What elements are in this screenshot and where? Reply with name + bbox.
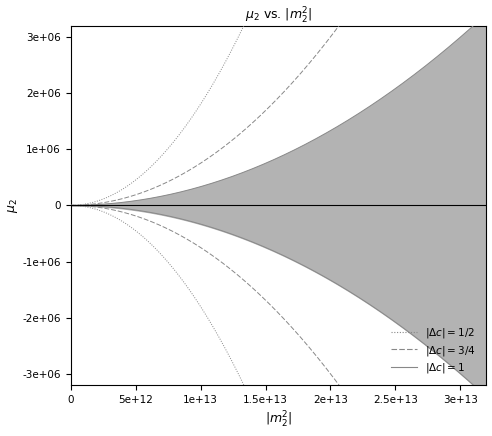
Title: $\mu_2$ vs. $|m_2^2|$: $\mu_2$ vs. $|m_2^2|$ <box>245 6 312 26</box>
Legend: $|\Delta c|{=}1/2$, $|\Delta c|{=}3/4$, $|\Delta c|{=}1$: $|\Delta c|{=}1/2$, $|\Delta c|{=}3/4$, … <box>386 321 481 380</box>
Y-axis label: $\mu_2$: $\mu_2$ <box>5 198 20 213</box>
X-axis label: $|m_2^2|$: $|m_2^2|$ <box>265 410 292 430</box>
